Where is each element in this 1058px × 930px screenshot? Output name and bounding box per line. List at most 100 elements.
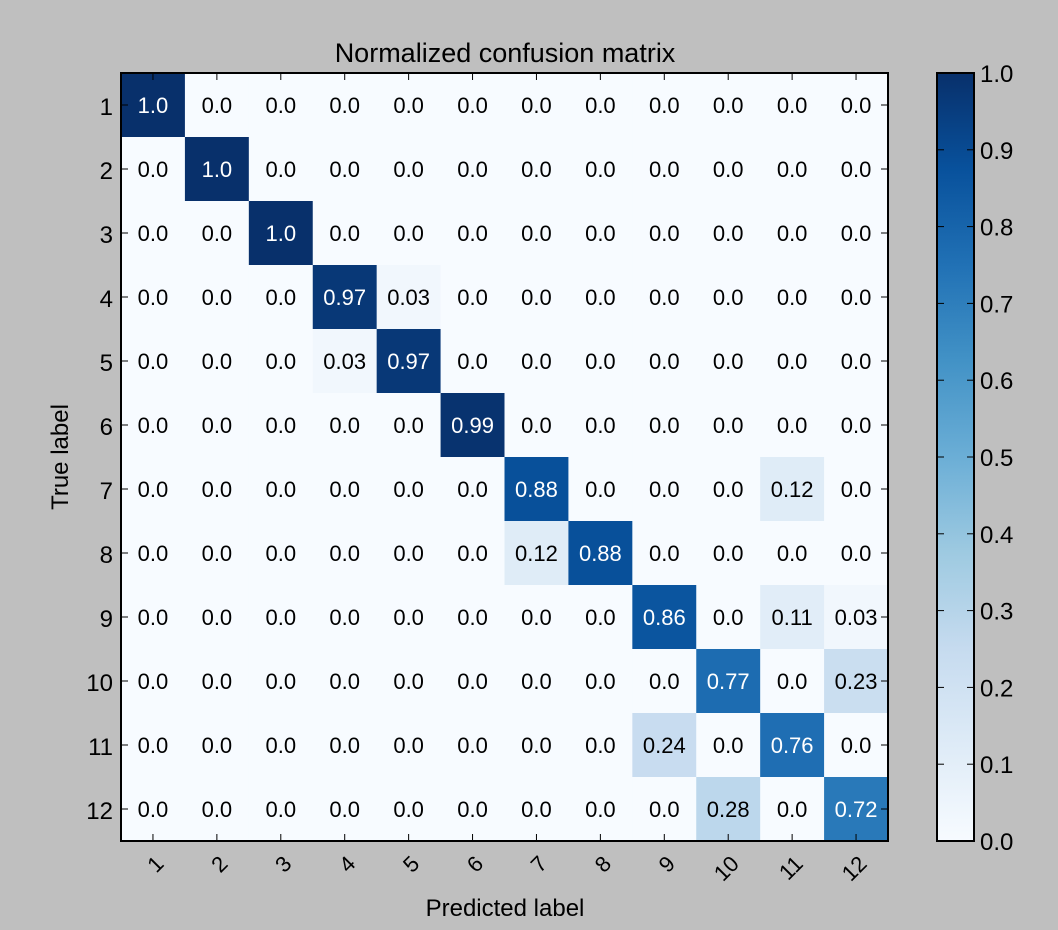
cell-value-label: 0.0: [393, 221, 424, 246]
x-tick-label: 12: [837, 851, 872, 886]
heatmap-cell: [696, 649, 761, 714]
cell-value-label: 0.0: [713, 157, 744, 182]
heatmap-cell: [121, 777, 186, 842]
cell-value-label: 0.0: [649, 477, 680, 502]
cell-value-labels: 1.0 0.0 0.0 0.0 0.0 0.0 0.0 0.0 0.0 0.0 0.0 0.0 0.0 1…: [138, 93, 878, 822]
cell-value-label: 0.0: [202, 541, 233, 566]
cell-value-label: 0.0: [265, 285, 296, 310]
cell-value-label: 0.0: [202, 797, 233, 822]
cell-value-label: 0.0: [649, 669, 680, 694]
cell-value-label: 0.0: [841, 285, 872, 310]
x-tick-label: 1: [142, 851, 168, 877]
heatmap-cell: [568, 457, 633, 522]
heatmap-cell: [568, 201, 633, 266]
cell-value-label: 1.0: [265, 221, 296, 246]
x-tick-label: 9: [654, 851, 680, 877]
heatmap-cell: [504, 393, 569, 458]
heatmap-cell: [121, 649, 186, 714]
cell-value-label: 0.0: [777, 541, 808, 566]
cell-value-label: 0.0: [393, 669, 424, 694]
cell-value-label: 0.0: [265, 477, 296, 502]
cell-value-label: 0.76: [771, 733, 814, 758]
cell-value-label: 0.03: [835, 605, 878, 630]
heatmap-cell: [312, 73, 378, 138]
cell-value-label: 0.0: [457, 541, 488, 566]
heatmap-cell: [248, 265, 314, 330]
cell-value-label: 0.0: [521, 797, 552, 822]
cell-value-label: 0.0: [393, 541, 424, 566]
colorbar-tick-label: 0.9: [980, 138, 1013, 165]
cell-value-label: 0.0: [777, 797, 808, 822]
heatmap-cell: [568, 521, 633, 586]
heatmap-cell: [632, 265, 697, 330]
cell-value-label: 0.0: [329, 221, 360, 246]
heatmap-cell: [696, 73, 761, 138]
heatmap-cell: [440, 649, 505, 714]
cell-value-label: 0.0: [649, 413, 680, 438]
cell-value-label: 0.0: [329, 669, 360, 694]
heatmap-cell: [504, 137, 569, 202]
cell-value-label: 0.0: [713, 733, 744, 758]
cell-value-label: 0.97: [387, 349, 430, 374]
heatmap-cell: [760, 457, 825, 522]
cell-value-label: 0.0: [202, 349, 233, 374]
heatmap-cell: [248, 201, 314, 266]
cell-value-label: 0.0: [329, 93, 360, 118]
cell-value-label: 0.0: [777, 221, 808, 246]
heatmap-cell: [184, 521, 250, 586]
cell-value-label: 0.0: [329, 477, 360, 502]
cell-value-label: 0.0: [138, 605, 169, 630]
cell-value-label: 0.0: [457, 669, 488, 694]
cell-value-label: 0.0: [138, 285, 169, 310]
heatmap-cell: [568, 393, 633, 458]
cell-value-label: 0.0: [202, 605, 233, 630]
heatmap-cell: [760, 713, 825, 778]
heatmap-cell: [696, 457, 761, 522]
cell-value-label: 0.0: [649, 349, 680, 374]
heatmap-cell: [760, 201, 825, 266]
colorbar-tick-label: 0.1: [980, 752, 1013, 779]
cell-value-label: 0.0: [457, 797, 488, 822]
heatmap-cell: [312, 457, 378, 522]
cell-value-label: 0.0: [521, 605, 552, 630]
cell-value-label: 0.0: [521, 733, 552, 758]
y-tick-label: 11: [88, 734, 113, 761]
cell-value-label: 0.0: [393, 733, 424, 758]
heatmap-cell: [568, 649, 633, 714]
cell-value-label: 0.0: [329, 541, 360, 566]
heatmap-cell: [184, 137, 250, 202]
heatmap-cell: [121, 329, 186, 394]
heatmap-cell: [121, 521, 186, 586]
cell-value-label: 0.0: [777, 93, 808, 118]
cell-value-label: 0.0: [265, 733, 296, 758]
cell-value-label: 0.0: [457, 285, 488, 310]
heatmap-cell: [504, 265, 569, 330]
heatmap-cell: [440, 265, 505, 330]
cell-value-label: 0.0: [585, 285, 616, 310]
heatmap-cell: [184, 393, 250, 458]
cell-value-label: 0.24: [643, 733, 686, 758]
cell-value-label: 0.0: [521, 349, 552, 374]
heatmap-cell: [504, 329, 569, 394]
heatmap-cell: [312, 649, 378, 714]
cell-value-label: 0.0: [138, 541, 169, 566]
cell-value-label: 0.0: [585, 669, 616, 694]
heatmap-cell: [121, 137, 186, 202]
cell-value-label: 0.88: [579, 541, 622, 566]
cell-value-label: 0.0: [138, 477, 169, 502]
cell-value-label: 0.0: [713, 477, 744, 502]
heatmap-cell: [632, 457, 697, 522]
cell-value-label: 0.0: [649, 285, 680, 310]
cell-value-label: 0.0: [393, 157, 424, 182]
heatmap-cell: [632, 137, 697, 202]
cell-value-label: 0.12: [515, 541, 558, 566]
cell-value-label: 0.0: [585, 413, 616, 438]
x-tick-label: 2: [206, 851, 232, 877]
cell-value-label: 0.0: [202, 733, 233, 758]
cell-value-label: 0.0: [393, 413, 424, 438]
cell-value-label: 0.0: [457, 477, 488, 502]
heatmap-cell: [824, 265, 889, 330]
x-axis-label: Predicted label: [426, 895, 585, 922]
heatmap-cell: [568, 137, 633, 202]
cell-value-label: 0.0: [521, 157, 552, 182]
